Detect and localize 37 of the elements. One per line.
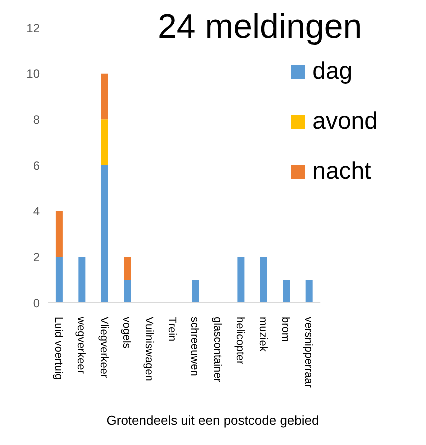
bar [124,280,132,303]
bar [78,257,86,303]
bar [283,280,290,303]
bar [192,280,200,303]
x-tick-label: helicopter [234,317,246,366]
bar [260,257,268,303]
bar [56,257,63,303]
y-tick-label: 0 [33,296,40,310]
bar [238,257,245,303]
x-tick-label: versnipperraar [302,317,314,388]
legend-label: avond [312,108,378,136]
x-tick-label: brom [280,317,292,342]
bar [306,280,313,303]
x-tick-label: muziek [256,317,269,352]
bar [101,166,108,303]
legend-label: nacht [312,158,372,186]
y-tick-label: 6 [33,158,40,173]
x-tick-label: Trein [166,317,178,342]
y-tick-label: 10 [26,67,40,82]
x-tick-label: vogels [120,317,133,350]
x-tick-label: schreeuwen [188,317,201,376]
x-tick-label: wegverkeer [75,316,88,374]
legend-label: dag [312,58,353,86]
x-tick-label: glascontainer [211,317,224,383]
bar [124,257,132,280]
text: Grotendeels uit een postcode gebied [106,413,320,428]
x-tick-label: Luid voertuig [52,317,64,380]
bar [101,120,108,166]
x-tick-label: Vliegverkeer [98,317,110,378]
bar [101,74,108,120]
y-tick-label: 2 [33,250,40,264]
y-tick-label: 4 [33,204,40,219]
chart-title: 24 meldingen [158,8,362,47]
y-tick-label: 12 [26,21,40,36]
x-tick-label: Vuilniswagen [143,317,156,382]
bar [56,211,63,258]
y-tick-label: 8 [33,112,40,127]
